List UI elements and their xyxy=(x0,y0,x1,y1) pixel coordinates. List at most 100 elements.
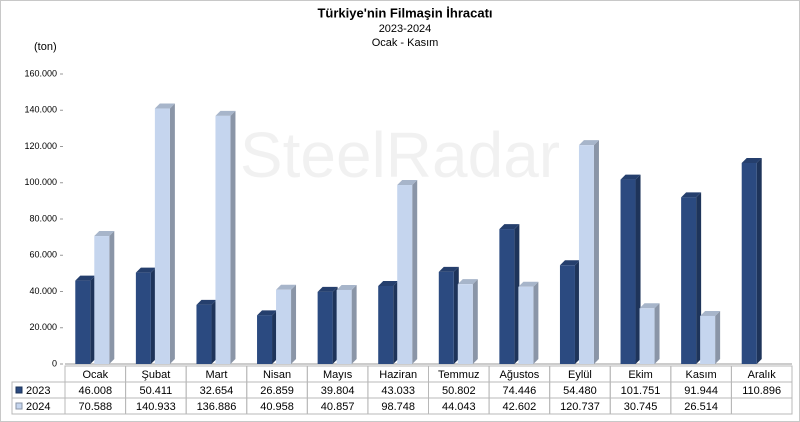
bar xyxy=(681,197,697,364)
bar-top xyxy=(639,303,660,309)
bar xyxy=(620,179,636,364)
bar-top xyxy=(397,180,418,186)
bar-top xyxy=(518,281,539,287)
bar xyxy=(438,271,454,364)
bar-side xyxy=(393,281,399,364)
bar xyxy=(215,115,231,364)
bar-side xyxy=(654,303,660,364)
bar-side xyxy=(412,180,418,364)
value-label: 120.737 xyxy=(560,401,600,413)
x-tick-label: Mart xyxy=(205,369,227,381)
value-label: 26.514 xyxy=(684,401,718,413)
bar-side xyxy=(756,158,762,364)
bar xyxy=(154,108,170,365)
bar-top xyxy=(336,284,357,290)
bar xyxy=(75,280,91,364)
bar-top xyxy=(135,267,156,273)
value-label: 110.896 xyxy=(742,385,781,397)
value-label: 50.411 xyxy=(139,385,172,397)
chart-period: Ocak - Kasım xyxy=(372,37,439,49)
bar-top xyxy=(578,140,599,146)
bar-side xyxy=(332,286,338,364)
value-label: 26.859 xyxy=(260,385,294,397)
bar-top xyxy=(741,158,762,164)
chart-title: Türkiye'nin Filmaşin İhracatı xyxy=(317,5,492,20)
x-tick-label: Ekim xyxy=(628,369,652,381)
value-label: 136.886 xyxy=(197,401,237,413)
y-tick-label: 100.000 xyxy=(24,177,57,187)
value-label: 98.748 xyxy=(381,401,415,413)
bar-side xyxy=(472,279,478,364)
bar-top xyxy=(378,281,399,287)
bar xyxy=(578,145,594,364)
value-label: 43.033 xyxy=(381,385,415,397)
x-tick-label: Haziran xyxy=(379,369,417,381)
bar-top xyxy=(276,284,297,290)
bar-side xyxy=(211,299,217,364)
bar-side xyxy=(272,310,278,364)
bar xyxy=(457,284,473,364)
watermark: SteelRadar xyxy=(240,119,560,191)
legend-label: 2024 xyxy=(26,401,50,413)
bar-side xyxy=(696,192,702,364)
bar-side xyxy=(593,140,599,364)
bar-top xyxy=(257,310,278,316)
bar-top xyxy=(75,275,96,281)
y-tick-label: 140.000 xyxy=(24,105,57,115)
y-tick-label: 160.000 xyxy=(24,68,57,78)
bar-top xyxy=(438,266,459,272)
bar xyxy=(700,315,716,364)
bar-top xyxy=(196,299,217,305)
bar xyxy=(499,229,515,364)
bar xyxy=(559,265,575,364)
bar xyxy=(94,236,110,364)
bar-side xyxy=(715,310,721,364)
x-tick-label: Nisan xyxy=(263,369,291,381)
bar xyxy=(196,304,212,364)
value-label: 42.602 xyxy=(503,401,537,413)
bar xyxy=(518,286,534,364)
y-tick-label: 60.000 xyxy=(29,250,57,260)
value-label: 50.802 xyxy=(442,385,476,397)
table-cell xyxy=(730,397,793,415)
bar xyxy=(276,289,292,364)
value-label: 140.933 xyxy=(136,401,176,413)
bar-top xyxy=(620,174,641,180)
legend-swatch xyxy=(15,402,23,410)
value-label: 70.588 xyxy=(78,401,112,413)
bar xyxy=(639,308,655,364)
y-tick-label: 120.000 xyxy=(24,141,57,151)
table-cell xyxy=(11,397,66,415)
bar-side xyxy=(169,103,175,365)
value-label: 40.857 xyxy=(321,401,355,413)
y-tick-label: 0 xyxy=(52,358,57,368)
value-label: 30.745 xyxy=(624,401,658,413)
bar xyxy=(336,289,352,364)
bar-side xyxy=(90,275,96,364)
bar xyxy=(741,163,757,364)
value-label: 39.804 xyxy=(321,385,355,397)
y-axis-label: (ton) xyxy=(34,41,57,53)
x-tick-label: Temmuz xyxy=(438,369,480,381)
bar xyxy=(397,185,413,364)
bar-side xyxy=(635,174,641,364)
bar-top xyxy=(94,231,115,237)
x-tick-label: Kasım xyxy=(686,369,717,381)
value-label: 46.008 xyxy=(78,385,112,397)
bar-side xyxy=(351,284,357,364)
bar-top xyxy=(559,260,580,266)
bar-top xyxy=(154,103,175,109)
bar xyxy=(135,272,151,364)
bar-side xyxy=(533,281,539,364)
bar-top xyxy=(681,192,702,198)
value-label: 44.043 xyxy=(442,401,476,413)
x-tick-label: Ocak xyxy=(82,369,108,381)
bar-side xyxy=(230,110,236,364)
x-tick-label: Eylül xyxy=(568,369,592,381)
value-label: 74.446 xyxy=(503,385,537,397)
value-label: 40.958 xyxy=(260,401,294,413)
bar-top xyxy=(317,286,338,292)
value-label: 101.751 xyxy=(621,385,661,397)
